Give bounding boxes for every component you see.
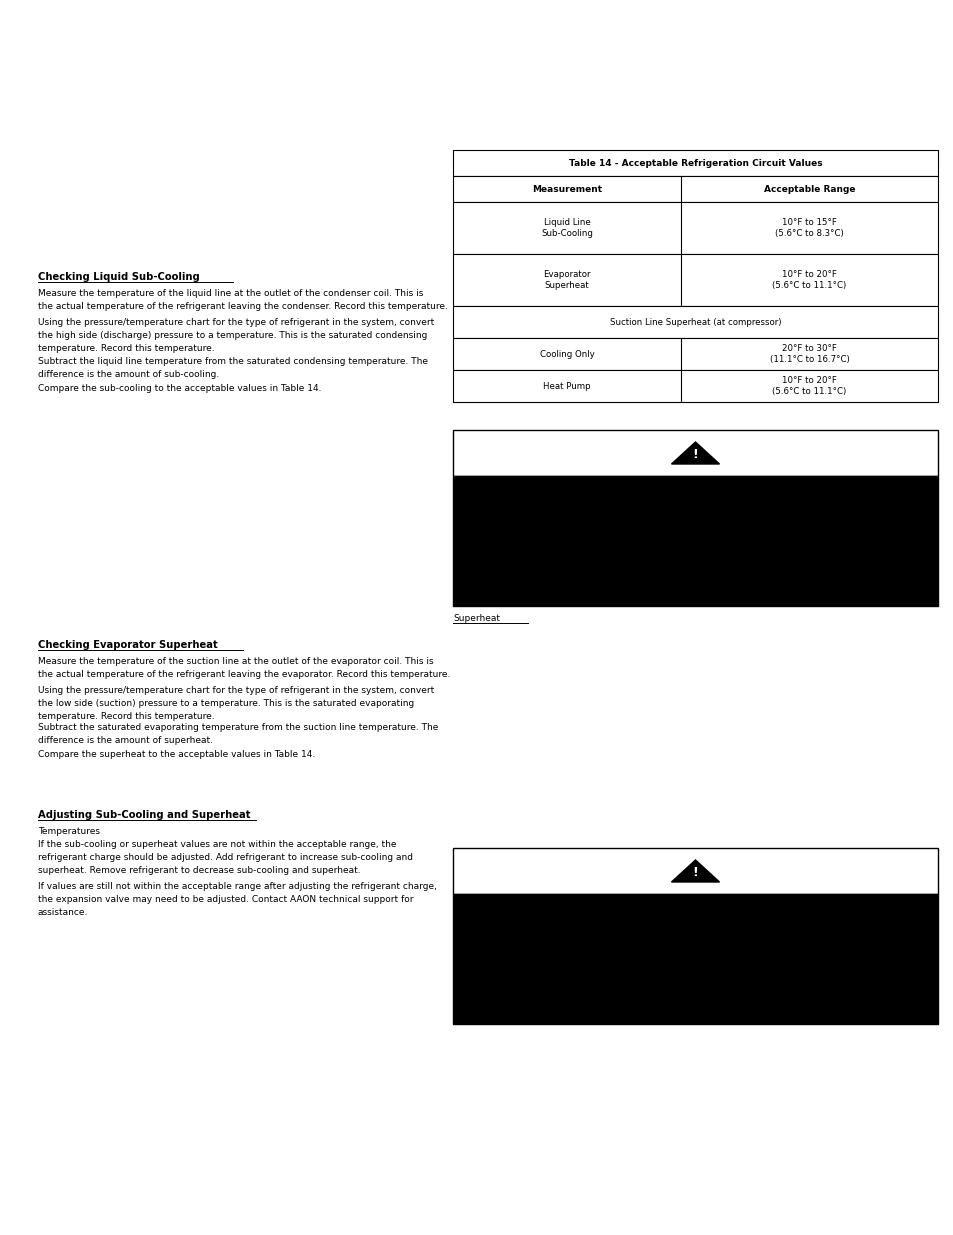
Text: Using the pressure/temperature chart for the type of refrigerant in the system, : Using the pressure/temperature chart for… — [38, 317, 434, 327]
Text: Suction Line Superheat (at compressor): Suction Line Superheat (at compressor) — [609, 317, 781, 326]
Text: difference is the amount of sub-cooling.: difference is the amount of sub-cooling. — [38, 370, 219, 379]
Bar — [453, 894, 937, 1024]
Text: 10°F to 20°F
(5.6°C to 11.1°C): 10°F to 20°F (5.6°C to 11.1°C) — [772, 270, 845, 290]
Text: the low side (suction) pressure to a temperature. This is the saturated evaporat: the low side (suction) pressure to a tem… — [38, 699, 414, 708]
Text: !: ! — [692, 447, 698, 461]
Bar — [453, 848, 937, 894]
Text: difference is the amount of superheat.: difference is the amount of superheat. — [38, 736, 213, 745]
Bar — [453, 177, 937, 203]
Text: the actual temperature of the refrigerant leaving the evaporator. Record this te: the actual temperature of the refrigeran… — [38, 671, 450, 679]
Text: the high side (discharge) pressure to a temperature. This is the saturated conde: the high side (discharge) pressure to a … — [38, 331, 427, 340]
Text: Evaporator
Superheat: Evaporator Superheat — [542, 270, 590, 290]
Text: 10°F to 15°F
(5.6°C to 8.3°C): 10°F to 15°F (5.6°C to 8.3°C) — [774, 217, 843, 238]
Text: superheat. Remove refrigerant to decrease sub-cooling and superheat.: superheat. Remove refrigerant to decreas… — [38, 866, 360, 876]
Text: Compare the superheat to the acceptable values in Table 14.: Compare the superheat to the acceptable … — [38, 750, 314, 760]
Text: Table 14 - Acceptable Refrigeration Circuit Values: Table 14 - Acceptable Refrigeration Circ… — [568, 158, 821, 168]
Text: the actual temperature of the refrigerant leaving the condenser. Record this tem: the actual temperature of the refrigeran… — [38, 303, 447, 311]
Bar — [453, 430, 937, 475]
Text: If values are still not within the acceptable range after adjusting the refriger: If values are still not within the accep… — [38, 882, 436, 890]
Text: Measure the temperature of the liquid line at the outlet of the condenser coil. : Measure the temperature of the liquid li… — [38, 289, 423, 298]
Bar — [453, 338, 937, 370]
Text: Subtract the liquid line temperature from the saturated condensing temperature. : Subtract the liquid line temperature fro… — [38, 357, 428, 366]
Text: Subtract the saturated evaporating temperature from the suction line temperature: Subtract the saturated evaporating tempe… — [38, 722, 438, 732]
Text: the expansion valve may need to be adjusted. Contact AAON technical support for: the expansion valve may need to be adjus… — [38, 895, 413, 904]
Bar — [453, 149, 937, 177]
Bar — [453, 370, 937, 403]
Text: 10°F to 20°F
(5.6°C to 11.1°C): 10°F to 20°F (5.6°C to 11.1°C) — [772, 375, 845, 396]
Text: Cooling Only: Cooling Only — [539, 350, 594, 358]
Text: Acceptable Range: Acceptable Range — [763, 184, 854, 194]
Text: Using the pressure/temperature chart for the type of refrigerant in the system, : Using the pressure/temperature chart for… — [38, 685, 434, 695]
Text: Compare the sub-cooling to the acceptable values in Table 14.: Compare the sub-cooling to the acceptabl… — [38, 384, 321, 393]
Bar — [453, 203, 937, 254]
Polygon shape — [671, 860, 719, 882]
Text: Checking Liquid Sub-Cooling: Checking Liquid Sub-Cooling — [38, 272, 199, 282]
Text: temperature. Record this temperature.: temperature. Record this temperature. — [38, 713, 214, 721]
Text: Liquid Line
Sub-Cooling: Liquid Line Sub-Cooling — [540, 217, 593, 238]
Bar — [453, 254, 937, 306]
Text: If the sub-cooling or superheat values are not within the acceptable range, the: If the sub-cooling or superheat values a… — [38, 840, 396, 848]
Text: refrigerant charge should be adjusted. Add refrigerant to increase sub-cooling a: refrigerant charge should be adjusted. A… — [38, 853, 413, 862]
Text: Heat Pump: Heat Pump — [542, 382, 590, 390]
Bar — [453, 306, 937, 338]
Text: Measure the temperature of the suction line at the outlet of the evaporator coil: Measure the temperature of the suction l… — [38, 657, 434, 666]
Text: temperature. Record this temperature.: temperature. Record this temperature. — [38, 345, 214, 353]
Polygon shape — [671, 442, 719, 464]
Text: 20°F to 30°F
(11.1°C to 16.7°C): 20°F to 30°F (11.1°C to 16.7°C) — [769, 345, 848, 364]
Text: !: ! — [692, 866, 698, 878]
Text: Measurement: Measurement — [532, 184, 601, 194]
Text: assistance.: assistance. — [38, 908, 89, 918]
Text: Adjusting Sub-Cooling and Superheat: Adjusting Sub-Cooling and Superheat — [38, 810, 251, 820]
Text: Checking Liquid Sub-Cooling and Superheat: Checking Liquid Sub-Cooling and Superhea… — [453, 597, 652, 605]
Text: Checking Evaporator Superheat: Checking Evaporator Superheat — [38, 640, 217, 650]
Text: Temperatures: Temperatures — [38, 827, 100, 836]
Bar — [453, 475, 937, 606]
Text: Superheat: Superheat — [453, 614, 499, 622]
